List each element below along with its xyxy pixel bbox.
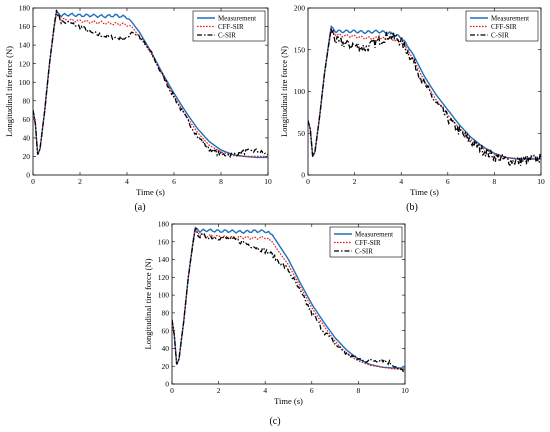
y-axis-label: Longitudinal tire force (N) xyxy=(279,46,289,137)
y-tick-label: 50 xyxy=(298,129,306,138)
y-tick-label: 150 xyxy=(294,45,306,54)
y-axis-label: Longitudinal tire force (N) xyxy=(4,46,14,137)
legend-label: Measurement xyxy=(355,230,393,238)
y-tick-label: 140 xyxy=(19,41,31,50)
x-tick-label: 0 xyxy=(170,386,174,395)
legend-label: C-SIR xyxy=(491,31,509,39)
y-tick-label: 140 xyxy=(158,255,170,264)
panel-caption: (b) xyxy=(406,202,418,213)
x-tick-label: 2 xyxy=(78,177,82,186)
x-tick-label: 6 xyxy=(446,177,450,186)
y-tick-label: 20 xyxy=(162,362,170,371)
y-tick-label: 120 xyxy=(158,273,170,282)
y-tick-label: 40 xyxy=(23,133,31,142)
y-tick-label: 180 xyxy=(158,220,170,229)
y-tick-label: 0 xyxy=(165,380,169,389)
legend-box xyxy=(465,10,539,42)
y-tick-label: 80 xyxy=(23,96,31,105)
x-tick-label: 4 xyxy=(399,177,403,186)
legend-label: C-SIR xyxy=(355,247,373,255)
y-axis-label: Longitudinal tire force (N) xyxy=(143,258,153,349)
y-tick-label: 60 xyxy=(23,115,31,124)
x-tick-label: 10 xyxy=(537,177,545,186)
y-tick-label: 160 xyxy=(158,237,170,246)
panel-caption: (a) xyxy=(134,202,145,213)
x-tick-label: 8 xyxy=(219,177,223,186)
y-tick-label: 100 xyxy=(294,87,306,96)
x-tick-label: 0 xyxy=(31,177,35,186)
series-line xyxy=(172,227,405,374)
y-tick-label: 80 xyxy=(162,308,170,317)
x-tick-label: 0 xyxy=(306,177,310,186)
x-tick-label: 4 xyxy=(263,386,267,395)
y-tick-label: 180 xyxy=(19,4,31,13)
series-line xyxy=(33,10,268,159)
y-tick-label: 60 xyxy=(162,326,170,335)
x-axis-label: Time (s) xyxy=(410,187,439,197)
legend-label: Measurement xyxy=(218,14,256,22)
y-tick-label: 20 xyxy=(23,152,31,161)
x-tick-label: 10 xyxy=(401,386,409,395)
y-tick-label: 200 xyxy=(294,4,306,13)
x-axis-label: Time (s) xyxy=(136,187,165,197)
x-tick-label: 4 xyxy=(125,177,129,186)
series-line xyxy=(308,24,541,160)
x-tick-label: 2 xyxy=(217,386,221,395)
y-tick-label: 100 xyxy=(158,291,170,300)
y-tick-label: 0 xyxy=(301,171,305,180)
panel-caption: (c) xyxy=(269,416,280,427)
legend-label: CFF-SIR xyxy=(355,239,381,247)
legend-box xyxy=(329,226,403,258)
x-tick-label: 6 xyxy=(172,177,176,186)
y-tick-label: 0 xyxy=(26,171,30,180)
y-tick-label: 40 xyxy=(162,344,170,353)
series-line xyxy=(172,227,405,371)
series-line xyxy=(33,9,268,159)
x-tick-label: 6 xyxy=(310,386,314,395)
y-tick-label: 120 xyxy=(19,59,31,68)
x-axis-label: Time (s) xyxy=(274,396,303,406)
legend-label: Measurement xyxy=(491,14,529,22)
legend-label: C-SIR xyxy=(218,31,236,39)
legend-box xyxy=(192,10,266,42)
x-tick-label: 10 xyxy=(264,177,272,186)
y-tick-label: 100 xyxy=(19,78,31,87)
legend-label: CFF-SIR xyxy=(218,23,244,31)
x-tick-label: 8 xyxy=(357,386,361,395)
legend-label: CFF-SIR xyxy=(491,23,517,31)
x-tick-label: 8 xyxy=(493,177,497,186)
x-tick-label: 2 xyxy=(353,177,357,186)
y-tick-label: 160 xyxy=(19,22,31,31)
series-line xyxy=(308,27,541,167)
